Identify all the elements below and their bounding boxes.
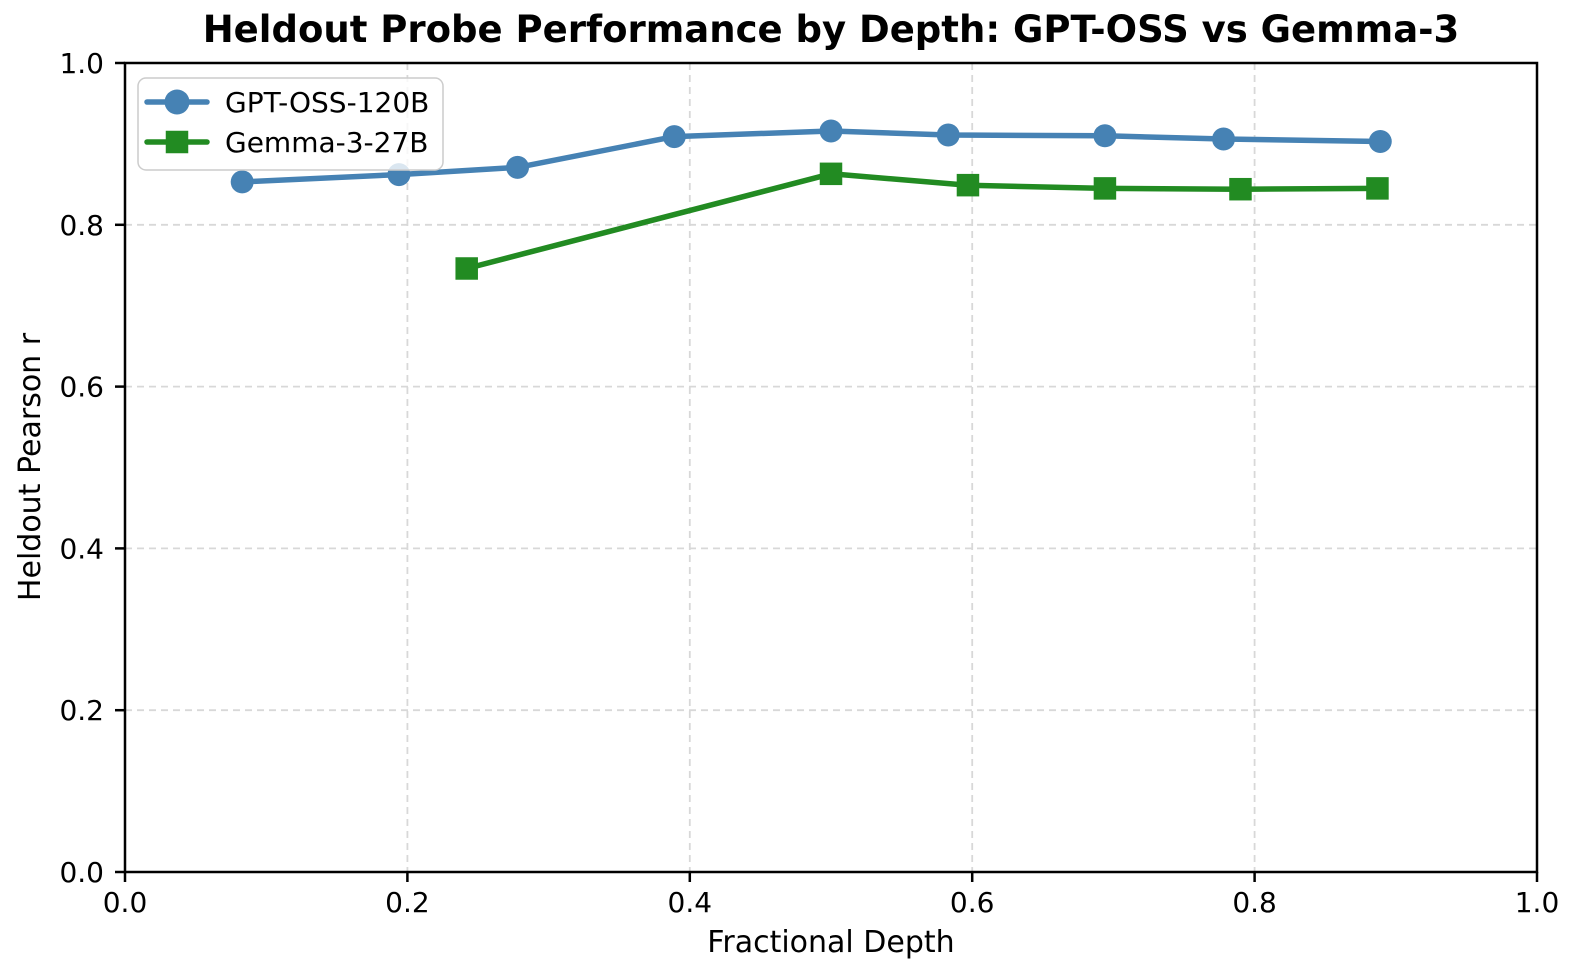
x-tick-label: 0.4 [668, 886, 713, 919]
series-layer [230, 119, 1392, 280]
data-point-gpt-oss-120b [1212, 127, 1236, 151]
data-point-gemma-3-27b [455, 257, 478, 280]
data-point-gpt-oss-120b [662, 125, 686, 149]
legend-item-gpt-oss-120b: GPT-OSS-120B [144, 86, 429, 119]
data-point-gpt-oss-120b [1093, 124, 1117, 148]
legend-item-gemma-3-27b: Gemma-3-27B [144, 126, 429, 159]
x-tick-label: 0.6 [950, 886, 995, 919]
series-gemma-3-27b [455, 162, 1389, 280]
legend-label: Gemma-3-27B [225, 126, 429, 159]
data-point-gemma-3-27b [956, 173, 980, 197]
x-tick-label: 0.2 [385, 886, 430, 919]
y-tick-label: 0.6 [59, 371, 104, 404]
legend-box [137, 77, 444, 171]
tick-layer: 0.0 0.2 0.4 0.6 0.8 1.0 0.0 0.2 0.4 0.6 0.8 1.0 [59, 47, 1559, 919]
data-point-gemma-3-27b [1093, 177, 1117, 200]
y-axis-label: Heldout Pearson r [13, 332, 48, 601]
data-point-gpt-oss-120b [230, 170, 254, 194]
x-tick-label: 0.0 [103, 886, 148, 919]
data-point-gpt-oss-120b [936, 123, 960, 147]
plot-spines [123, 61, 1539, 874]
chart-title: Heldout Probe Performance by Depth: GPT-… [203, 8, 1460, 51]
legend: GPT-OSS-120B Gemma-3-27B [137, 77, 444, 171]
y-tick-label: 0.0 [59, 856, 104, 889]
x-tick-label: 1.0 [1515, 886, 1560, 919]
y-tick-label: 0.2 [59, 694, 104, 727]
y-tick-label: 1.0 [59, 47, 104, 80]
data-point-gpt-oss-120b [819, 119, 843, 143]
data-point-gpt-oss-120b [1368, 129, 1392, 153]
legend-label: GPT-OSS-120B [225, 86, 429, 119]
data-point-gemma-3-27b [1229, 177, 1252, 201]
legend-marker-circle [164, 89, 190, 115]
series-gpt-oss-120b [230, 119, 1392, 194]
x-axis-label: Fractional Depth [707, 925, 954, 960]
data-point-gemma-3-27b [1366, 177, 1389, 200]
data-point-gemma-3-27b [819, 162, 843, 186]
x-tick-label: 0.8 [1232, 886, 1277, 919]
series-line-gemma-3-27b [463, 171, 1381, 272]
y-tick-label: 0.4 [59, 532, 104, 565]
legend-marker-square [165, 130, 189, 154]
data-point-gpt-oss-120b [506, 155, 530, 179]
y-tick-label: 0.8 [59, 209, 104, 242]
